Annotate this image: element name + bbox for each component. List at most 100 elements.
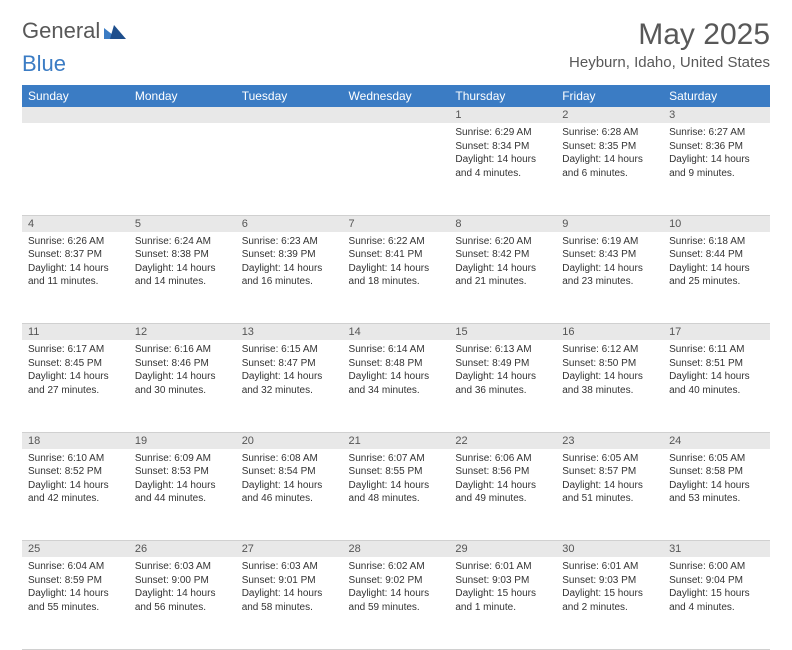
logo-word-1: General <box>22 18 100 44</box>
day-cell: Sunrise: 6:18 AMSunset: 8:44 PMDaylight:… <box>663 232 770 324</box>
day-number: 28 <box>343 541 450 558</box>
daylight-line: Daylight: 14 hours and 11 minutes. <box>28 262 123 289</box>
day-cell: Sunrise: 6:00 AMSunset: 9:04 PMDaylight:… <box>663 557 770 649</box>
day-cell: Sunrise: 6:20 AMSunset: 8:42 PMDaylight:… <box>449 232 556 324</box>
logo-mark-icon <box>104 23 126 39</box>
day-number: 29 <box>449 541 556 558</box>
day-cell-body: Sunrise: 6:29 AMSunset: 8:34 PMDaylight:… <box>449 123 556 184</box>
day-cell: Sunrise: 6:29 AMSunset: 8:34 PMDaylight:… <box>449 123 556 215</box>
sunset-line: Sunset: 8:53 PM <box>135 465 230 479</box>
day-cell-body: Sunrise: 6:14 AMSunset: 8:48 PMDaylight:… <box>343 340 450 401</box>
daylight-line: Daylight: 14 hours and 30 minutes. <box>135 370 230 397</box>
day-cell: Sunrise: 6:26 AMSunset: 8:37 PMDaylight:… <box>22 232 129 324</box>
day-cell-body: Sunrise: 6:11 AMSunset: 8:51 PMDaylight:… <box>663 340 770 401</box>
day-number: 25 <box>22 541 129 558</box>
sunset-line: Sunset: 8:51 PM <box>669 357 764 371</box>
sunrise-line: Sunrise: 6:03 AM <box>135 560 230 574</box>
day-number: 26 <box>129 541 236 558</box>
sunset-line: Sunset: 9:03 PM <box>562 574 657 588</box>
day-cell: Sunrise: 6:28 AMSunset: 8:35 PMDaylight:… <box>556 123 663 215</box>
day-cell: Sunrise: 6:24 AMSunset: 8:38 PMDaylight:… <box>129 232 236 324</box>
daylight-line: Daylight: 14 hours and 38 minutes. <box>562 370 657 397</box>
sunrise-line: Sunrise: 6:11 AM <box>669 343 764 357</box>
day-number <box>236 107 343 123</box>
sunset-line: Sunset: 9:04 PM <box>669 574 764 588</box>
sunrise-line: Sunrise: 6:12 AM <box>562 343 657 357</box>
sunset-line: Sunset: 8:37 PM <box>28 248 123 262</box>
daylight-line: Daylight: 14 hours and 40 minutes. <box>669 370 764 397</box>
day-cell: Sunrise: 6:09 AMSunset: 8:53 PMDaylight:… <box>129 449 236 541</box>
sunset-line: Sunset: 8:38 PM <box>135 248 230 262</box>
day-cell: Sunrise: 6:15 AMSunset: 8:47 PMDaylight:… <box>236 340 343 432</box>
day-cell: Sunrise: 6:04 AMSunset: 8:59 PMDaylight:… <box>22 557 129 649</box>
day-number <box>22 107 129 123</box>
day-cell-body: Sunrise: 6:10 AMSunset: 8:52 PMDaylight:… <box>22 449 129 510</box>
daylight-line: Daylight: 14 hours and 44 minutes. <box>135 479 230 506</box>
calendar-body: 123Sunrise: 6:29 AMSunset: 8:34 PMDaylig… <box>22 107 770 649</box>
sunrise-line: Sunrise: 6:05 AM <box>562 452 657 466</box>
daynum-row: 11121314151617 <box>22 324 770 341</box>
sunset-line: Sunset: 8:39 PM <box>242 248 337 262</box>
sunset-line: Sunset: 8:56 PM <box>455 465 550 479</box>
day-cell: Sunrise: 6:11 AMSunset: 8:51 PMDaylight:… <box>663 340 770 432</box>
daylight-line: Daylight: 14 hours and 16 minutes. <box>242 262 337 289</box>
day-number: 12 <box>129 324 236 341</box>
day-number: 14 <box>343 324 450 341</box>
day-number: 8 <box>449 215 556 232</box>
day-cell: Sunrise: 6:14 AMSunset: 8:48 PMDaylight:… <box>343 340 450 432</box>
day-cell-body: Sunrise: 6:22 AMSunset: 8:41 PMDaylight:… <box>343 232 450 293</box>
day-number: 3 <box>663 107 770 123</box>
daylight-line: Daylight: 14 hours and 59 minutes. <box>349 587 444 614</box>
day-cell-body: Sunrise: 6:06 AMSunset: 8:56 PMDaylight:… <box>449 449 556 510</box>
daylight-line: Daylight: 14 hours and 42 minutes. <box>28 479 123 506</box>
day-number: 2 <box>556 107 663 123</box>
day-cell: Sunrise: 6:16 AMSunset: 8:46 PMDaylight:… <box>129 340 236 432</box>
day-header: Friday <box>556 85 663 107</box>
daylight-line: Daylight: 14 hours and 49 minutes. <box>455 479 550 506</box>
daylight-line: Daylight: 14 hours and 27 minutes. <box>28 370 123 397</box>
daylight-line: Daylight: 14 hours and 34 minutes. <box>349 370 444 397</box>
day-cell-body: Sunrise: 6:26 AMSunset: 8:37 PMDaylight:… <box>22 232 129 293</box>
day-number: 23 <box>556 432 663 449</box>
sunrise-line: Sunrise: 6:29 AM <box>455 126 550 140</box>
day-cell: Sunrise: 6:01 AMSunset: 9:03 PMDaylight:… <box>556 557 663 649</box>
day-cell-body: Sunrise: 6:17 AMSunset: 8:45 PMDaylight:… <box>22 340 129 401</box>
day-cell-body: Sunrise: 6:12 AMSunset: 8:50 PMDaylight:… <box>556 340 663 401</box>
day-number: 19 <box>129 432 236 449</box>
day-cell-body: Sunrise: 6:08 AMSunset: 8:54 PMDaylight:… <box>236 449 343 510</box>
sunset-line: Sunset: 8:42 PM <box>455 248 550 262</box>
day-cell: Sunrise: 6:06 AMSunset: 8:56 PMDaylight:… <box>449 449 556 541</box>
sunrise-line: Sunrise: 6:16 AM <box>135 343 230 357</box>
day-cell <box>22 123 129 215</box>
day-header: Tuesday <box>236 85 343 107</box>
week-row: Sunrise: 6:10 AMSunset: 8:52 PMDaylight:… <box>22 449 770 541</box>
day-cell-body: Sunrise: 6:27 AMSunset: 8:36 PMDaylight:… <box>663 123 770 184</box>
daylight-line: Daylight: 14 hours and 55 minutes. <box>28 587 123 614</box>
calendar-table: SundayMondayTuesdayWednesdayThursdayFrid… <box>22 85 770 650</box>
day-header: Thursday <box>449 85 556 107</box>
day-cell-body: Sunrise: 6:24 AMSunset: 8:38 PMDaylight:… <box>129 232 236 293</box>
daylight-line: Daylight: 14 hours and 23 minutes. <box>562 262 657 289</box>
day-cell: Sunrise: 6:13 AMSunset: 8:49 PMDaylight:… <box>449 340 556 432</box>
day-cell: Sunrise: 6:03 AMSunset: 9:01 PMDaylight:… <box>236 557 343 649</box>
day-number: 1 <box>449 107 556 123</box>
sunrise-line: Sunrise: 6:07 AM <box>349 452 444 466</box>
sunset-line: Sunset: 8:48 PM <box>349 357 444 371</box>
day-number: 17 <box>663 324 770 341</box>
daylight-line: Daylight: 14 hours and 46 minutes. <box>242 479 337 506</box>
title-block: May 2025 Heyburn, Idaho, United States <box>569 18 770 71</box>
day-cell-body: Sunrise: 6:28 AMSunset: 8:35 PMDaylight:… <box>556 123 663 184</box>
sunrise-line: Sunrise: 6:15 AM <box>242 343 337 357</box>
day-number: 7 <box>343 215 450 232</box>
day-cell-body: Sunrise: 6:18 AMSunset: 8:44 PMDaylight:… <box>663 232 770 293</box>
sunrise-line: Sunrise: 6:02 AM <box>349 560 444 574</box>
day-cell-body: Sunrise: 6:15 AMSunset: 8:47 PMDaylight:… <box>236 340 343 401</box>
day-number: 16 <box>556 324 663 341</box>
day-number: 4 <box>22 215 129 232</box>
sunrise-line: Sunrise: 6:14 AM <box>349 343 444 357</box>
sunset-line: Sunset: 8:55 PM <box>349 465 444 479</box>
day-cell: Sunrise: 6:01 AMSunset: 9:03 PMDaylight:… <box>449 557 556 649</box>
day-cell: Sunrise: 6:03 AMSunset: 9:00 PMDaylight:… <box>129 557 236 649</box>
day-header: Monday <box>129 85 236 107</box>
day-cell-body: Sunrise: 6:03 AMSunset: 9:00 PMDaylight:… <box>129 557 236 618</box>
